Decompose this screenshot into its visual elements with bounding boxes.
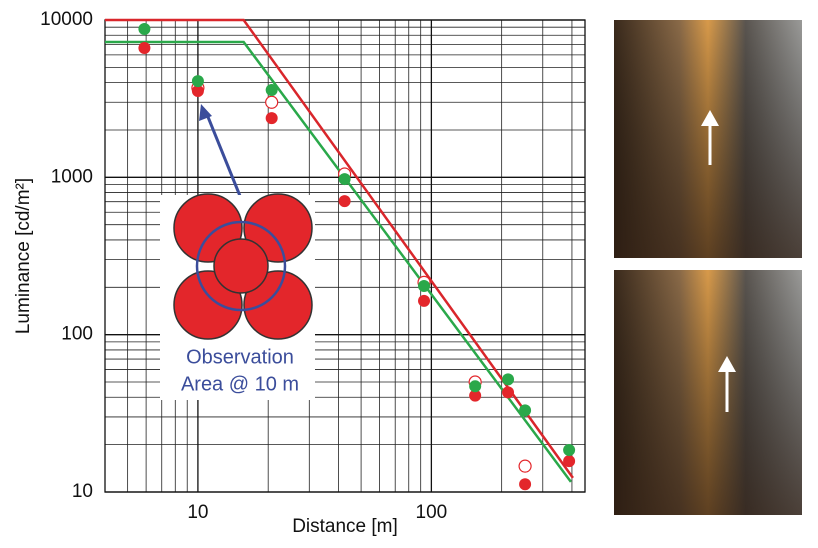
plot-area: 10 100 10 100 1000 10000 Distance [m] Luminance…: [13, 9, 586, 537]
spot: [243, 270, 313, 340]
photo-arrow-head: [701, 110, 719, 126]
observation-circle: [195, 220, 287, 312]
photo-shade: [614, 20, 802, 258]
x-axis-label: Distance [m]: [292, 516, 398, 537]
data-point: [138, 41, 151, 54]
data-point: [519, 404, 532, 417]
data-point: [469, 389, 482, 402]
arrow-head: [199, 104, 212, 121]
y-axis-label: Luminance [cd/m²]: [13, 178, 34, 334]
spot: [213, 238, 269, 294]
data-point: [265, 112, 278, 125]
annotation: Observation: [186, 346, 294, 368]
x-tick-label: 100: [416, 502, 448, 523]
data-point: [418, 294, 431, 307]
data-point: [502, 373, 515, 386]
data-point: [502, 386, 515, 399]
y-tick-label: 10: [72, 481, 93, 502]
data-point: [265, 83, 278, 96]
y-tick-label: 1000: [51, 166, 93, 187]
data-point: [519, 478, 532, 491]
model-line: [105, 18, 574, 479]
y-tick-label: 100: [61, 324, 93, 345]
data-point: [191, 84, 204, 97]
arrow: [204, 111, 242, 197]
data-point: [563, 455, 576, 468]
x-tick-label: 10: [187, 502, 208, 523]
data-point: [338, 173, 351, 186]
inset: Observation Area @ 10 m: [160, 104, 315, 400]
data-point: [418, 279, 431, 292]
photo-arrow-head: [718, 356, 736, 372]
spot: [243, 193, 313, 263]
plot-frame: [104, 19, 586, 493]
photos: [614, 20, 802, 515]
model-line: [105, 40, 572, 483]
annotation: Area @ 10 m: [181, 373, 299, 395]
photo-shade: [614, 270, 802, 515]
data-point: [138, 22, 151, 35]
data-point: [191, 75, 204, 88]
data-point: [338, 195, 351, 208]
data-point: [265, 95, 279, 109]
data-point: [518, 459, 532, 473]
y-tick-label: 10000: [40, 9, 93, 30]
data-point: [563, 443, 576, 456]
data-point: [469, 380, 482, 393]
